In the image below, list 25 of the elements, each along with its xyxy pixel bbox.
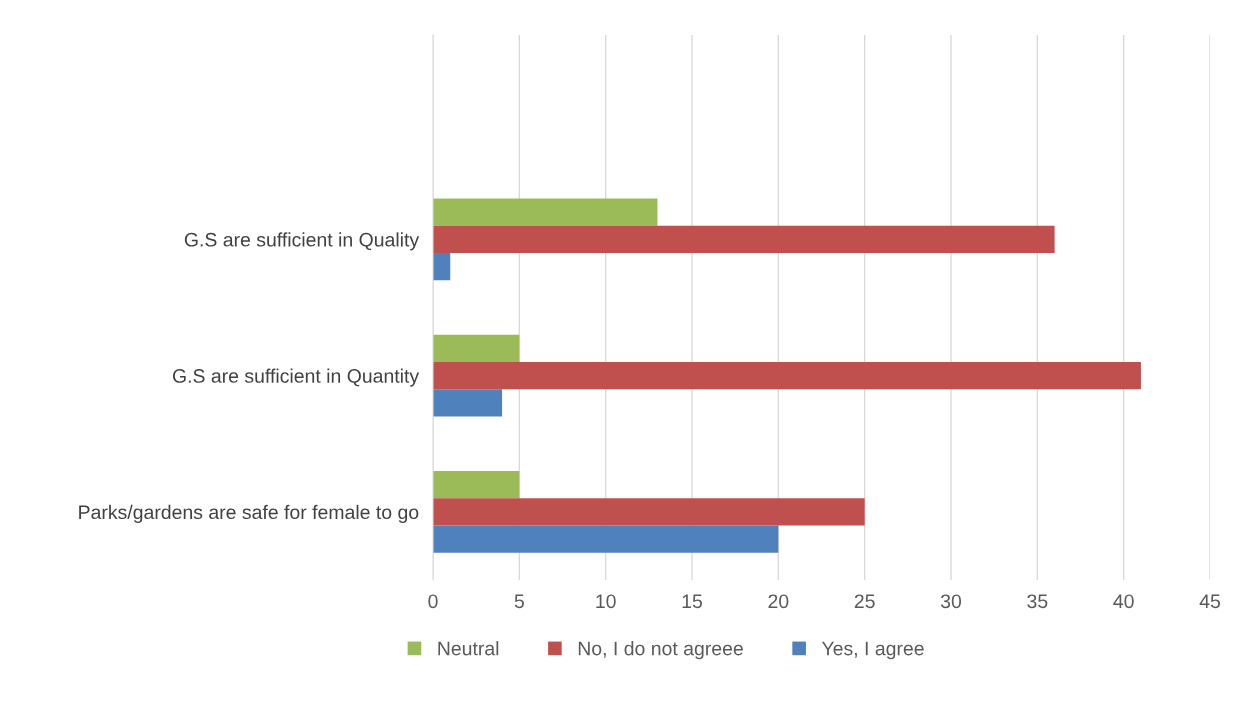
legend-label: Neutral: [438, 641, 499, 656]
x-tick-label: 5: [514, 594, 524, 609]
bar: [433, 334, 520, 362]
y-tick-label: G.S are sufficient in Quantity: [172, 368, 420, 387]
bar: [433, 198, 658, 226]
x-tick-label: 25: [854, 594, 875, 609]
x-tick-label: 0: [428, 594, 438, 609]
x-tick-label: 20: [768, 594, 789, 609]
bar: [433, 389, 503, 417]
y-tick-label: G.S are sufficient in Quality: [184, 232, 420, 251]
legend-label: Yes, I agree: [821, 641, 924, 660]
x-tick-label: 30: [940, 594, 962, 609]
bar: [433, 225, 1055, 253]
y-tick-label: Parks/gardens are safe for female to go: [79, 504, 419, 523]
bar: [433, 253, 451, 281]
x-tick-label: 35: [1027, 594, 1048, 609]
x-tick-label: 45: [1199, 594, 1220, 609]
x-tick-label: 10: [596, 594, 616, 609]
bar: [433, 471, 520, 499]
bar: [433, 525, 779, 553]
x-tick-label: 15: [682, 594, 702, 609]
x-tick-label: 40: [1113, 594, 1134, 609]
bar: [433, 498, 865, 526]
legend-label: No, I do not agreee: [578, 641, 743, 660]
bar: [433, 362, 1141, 390]
